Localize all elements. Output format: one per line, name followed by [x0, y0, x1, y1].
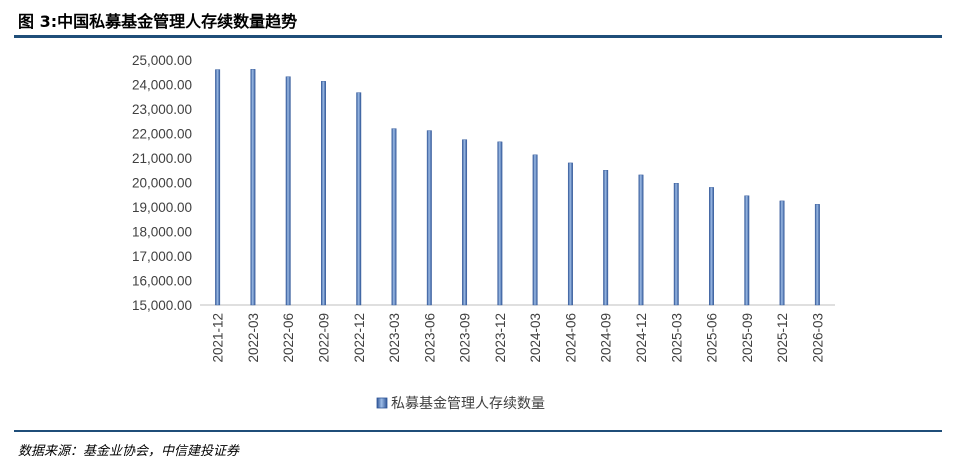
bar — [567, 162, 573, 306]
bar — [321, 81, 326, 306]
x-tick-label: 2023-09 — [458, 313, 473, 363]
y-tick-label: 20,000.00 — [132, 176, 192, 191]
x-tick-label: 2022-06 — [281, 313, 296, 363]
y-tick-label: 16,000.00 — [132, 274, 192, 289]
x-tick-label: 2023-03 — [387, 313, 402, 363]
x-tick-label: 2022-12 — [352, 313, 367, 363]
bar — [285, 76, 291, 306]
bar — [744, 195, 750, 306]
chart-title: 图 3:中国私募基金管理人存续数量趋势 — [18, 12, 298, 31]
y-tick-label: 23,000.00 — [132, 102, 192, 117]
bar — [462, 139, 468, 306]
x-tick-label: 2025-09 — [740, 313, 755, 363]
bar — [709, 187, 714, 306]
bar-chart: 25,000.00 24,000.00 23,000.00 22,000.00 21,0… — [132, 53, 835, 412]
x-tick-label: 2025-12 — [775, 313, 790, 363]
y-tick-label: 19,000.00 — [132, 200, 192, 215]
bar-series — [215, 69, 820, 306]
x-tick-label: 2022-09 — [316, 313, 331, 363]
bar — [426, 130, 432, 306]
bar — [638, 174, 644, 306]
bar — [356, 92, 362, 306]
y-tick-label: 25,000.00 — [132, 53, 192, 68]
top-rule — [14, 35, 942, 38]
y-tick-label: 17,000.00 — [132, 249, 192, 264]
bar — [779, 200, 785, 306]
bar — [215, 69, 221, 306]
bar — [603, 170, 609, 306]
bar — [391, 128, 397, 306]
x-tick-label: 2023-06 — [422, 313, 437, 363]
bar — [497, 141, 503, 306]
legend-swatch — [376, 397, 388, 409]
bar — [814, 204, 820, 306]
x-tick-label: 2026-03 — [810, 313, 825, 363]
x-tick-label: 2021-12 — [211, 313, 226, 363]
y-tick-label: 21,000.00 — [132, 151, 192, 166]
legend-label: 私募基金管理人存续数量 — [391, 395, 545, 412]
bar — [532, 154, 538, 306]
x-tick-label: 2025-03 — [669, 313, 684, 363]
x-tick-label: 2024-12 — [634, 313, 649, 363]
y-tick-label: 15,000.00 — [132, 298, 192, 313]
x-tick-label: 2024-03 — [528, 313, 543, 363]
y-axis: 25,000.00 24,000.00 23,000.00 22,000.00 21,0… — [132, 53, 192, 313]
x-tick-label: 2024-09 — [599, 313, 614, 363]
x-axis: 2021-12 2022-03 2022-06 2022-09 2022-12 2023-… — [200, 304, 835, 363]
source-note: 数据来源：基金业协会，中信建投证券 — [18, 444, 240, 459]
bar — [250, 69, 256, 306]
y-tick-label: 24,000.00 — [132, 78, 192, 93]
legend: 私募基金管理人存续数量 — [376, 395, 545, 412]
x-tick-label: 2022-03 — [246, 313, 261, 363]
y-tick-label: 22,000.00 — [132, 127, 192, 142]
y-tick-label: 18,000.00 — [132, 225, 192, 240]
x-tick-label: 2025-06 — [705, 313, 720, 363]
x-tick-label: 2024-06 — [563, 313, 578, 363]
bottom-rule — [14, 430, 942, 432]
bar — [673, 183, 679, 306]
x-tick-label: 2023-12 — [493, 313, 508, 363]
